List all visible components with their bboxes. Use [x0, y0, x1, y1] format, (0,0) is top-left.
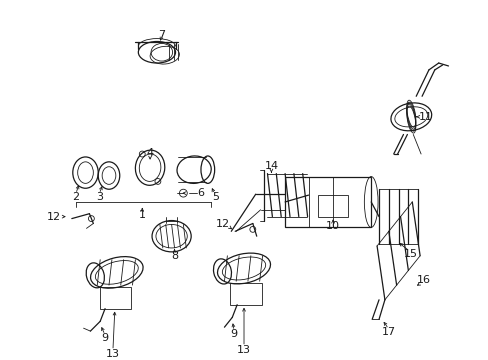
Bar	[285, 176, 370, 228]
Bar	[318, 195, 347, 217]
Text: 2: 2	[72, 192, 79, 202]
Text: 13: 13	[106, 348, 120, 359]
Bar	[230, 283, 261, 305]
Text: 9: 9	[102, 333, 108, 343]
Text: 14: 14	[264, 161, 278, 171]
Text: 12: 12	[47, 212, 61, 222]
Text: 1: 1	[139, 210, 145, 220]
Text: 13: 13	[237, 345, 250, 355]
Text: 12: 12	[215, 220, 229, 229]
Text: 8: 8	[171, 251, 178, 261]
Text: 11: 11	[418, 112, 432, 122]
Text: 15: 15	[404, 249, 417, 259]
Text: 10: 10	[325, 221, 339, 231]
Text: 7: 7	[158, 30, 165, 40]
Bar	[100, 287, 131, 309]
Text: 17: 17	[381, 327, 395, 337]
Text: 4: 4	[146, 148, 153, 158]
Text: 5: 5	[212, 192, 219, 202]
Text: 6: 6	[197, 188, 204, 198]
Text: 9: 9	[230, 329, 237, 339]
Text: 16: 16	[416, 275, 430, 285]
Text: 3: 3	[96, 192, 102, 202]
